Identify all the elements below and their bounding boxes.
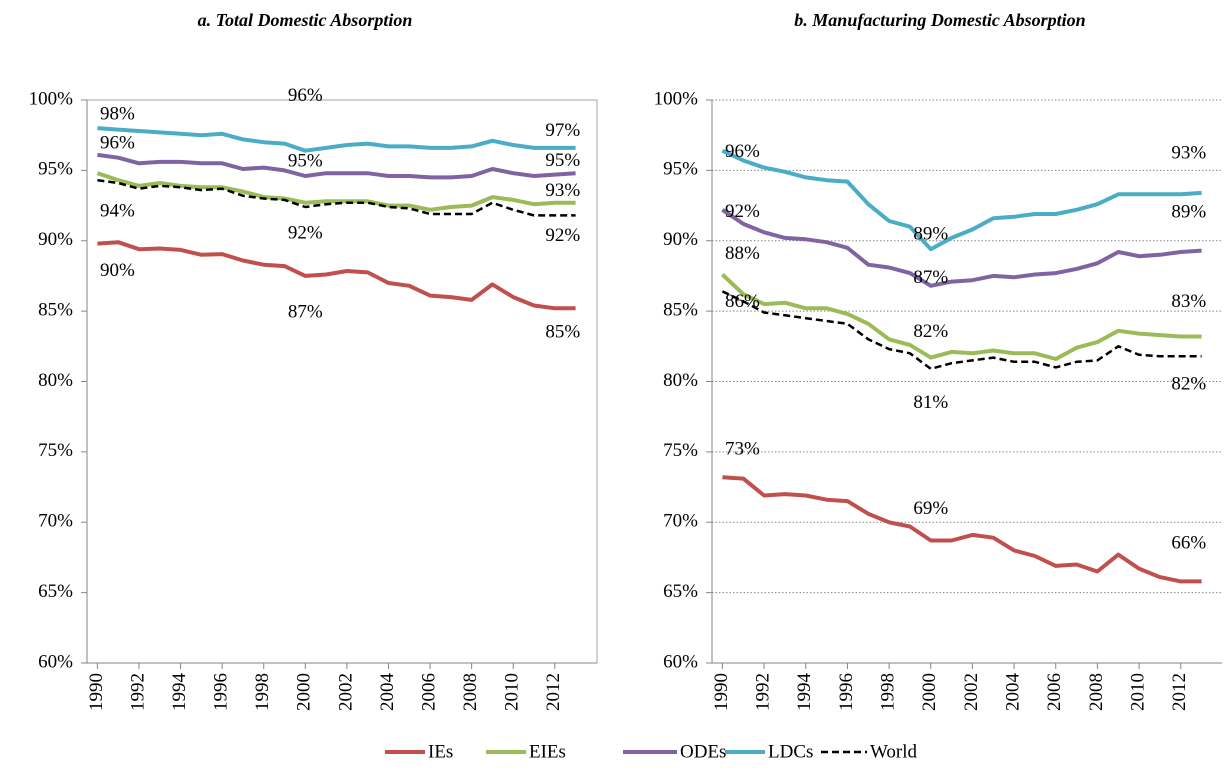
y-tick-label: 75%	[38, 440, 73, 461]
legend-label: IEs	[428, 741, 453, 762]
y-tick-label: 70%	[663, 511, 698, 532]
data-label: 87%	[913, 267, 948, 288]
chart-title: b. Manufacturing Domestic Absorption	[794, 10, 1085, 30]
data-label: 97%	[545, 120, 580, 141]
data-label: 95%	[288, 150, 323, 171]
series-line	[96, 171, 576, 212]
y-tick-label: 90%	[663, 229, 698, 250]
x-tick-label: 2012	[543, 673, 564, 711]
x-tick-label: 1990	[86, 673, 107, 711]
data-label: 86%	[725, 291, 760, 312]
x-tick-label: 2012	[1169, 673, 1190, 711]
x-tick-label: 2000	[919, 673, 940, 711]
x-tick-label: 1996	[836, 673, 857, 711]
series-line	[97, 126, 576, 153]
data-label: 82%	[913, 321, 948, 342]
data-label: 89%	[1171, 201, 1206, 222]
y-tick-label: 85%	[38, 299, 73, 320]
x-tick-label: 2004	[1002, 672, 1023, 711]
y-tick-label: 65%	[663, 581, 698, 602]
data-label: 92%	[288, 222, 323, 243]
series-line	[721, 208, 1202, 288]
y-tick-label: 75%	[663, 440, 698, 461]
x-tick-label: 1998	[252, 673, 273, 711]
series-line	[97, 178, 576, 217]
x-tick-label: 2004	[377, 673, 398, 712]
y-tick-label: 90%	[38, 229, 73, 250]
data-label: 93%	[1171, 143, 1206, 164]
data-label: 96%	[288, 85, 323, 106]
x-tick-label: 2002	[335, 673, 356, 711]
chart-title: a. Total Domestic Absorption	[198, 10, 413, 30]
data-label: 94%	[100, 201, 135, 222]
y-tick-label: 70%	[38, 511, 73, 532]
x-tick-label: 2010	[1127, 673, 1148, 711]
y-tick-label: 95%	[38, 159, 73, 180]
data-label: 89%	[913, 224, 948, 245]
y-tick-label: 95%	[663, 159, 698, 180]
legend-label: LDCs	[768, 741, 813, 762]
x-tick-label: 2006	[418, 673, 439, 711]
data-label: 83%	[1171, 291, 1206, 312]
y-tick-label: 100%	[29, 88, 74, 109]
data-label: 85%	[545, 322, 580, 343]
data-label: 90%	[100, 260, 135, 281]
x-tick-label: 2000	[294, 673, 315, 711]
x-tick-label: 1990	[711, 673, 732, 711]
x-tick-label: 2010	[502, 673, 523, 711]
data-label: 93%	[545, 180, 580, 201]
x-tick-label: 1994	[794, 673, 815, 712]
data-label: 73%	[725, 439, 760, 460]
x-tick-label: 2008	[460, 673, 481, 711]
data-label: 92%	[545, 225, 580, 246]
y-tick-label: 80%	[38, 370, 73, 391]
data-label: 66%	[1171, 533, 1206, 554]
data-label: 81%	[913, 392, 948, 413]
series-line	[721, 290, 1202, 371]
y-tick-label: 85%	[663, 299, 698, 320]
y-tick-label: 100%	[654, 88, 699, 109]
y-tick-label: 60%	[663, 651, 698, 672]
x-tick-label: 2008	[1086, 673, 1107, 711]
x-tick-label: 1992	[752, 673, 773, 711]
data-label: 69%	[913, 498, 948, 519]
legend-label: EIEs	[529, 741, 566, 762]
series-line	[721, 273, 1202, 361]
legend-label: World	[870, 741, 918, 762]
x-tick-label: 1994	[169, 673, 190, 712]
data-label: 92%	[725, 201, 760, 222]
x-tick-label: 1996	[211, 673, 232, 711]
series-line	[721, 148, 1202, 252]
data-label: 96%	[725, 141, 760, 162]
data-label: 95%	[545, 150, 580, 171]
data-label: 88%	[725, 243, 760, 264]
y-tick-label: 80%	[663, 370, 698, 391]
x-tick-label: 2006	[1044, 673, 1065, 711]
y-tick-label: 65%	[38, 581, 73, 602]
data-label: 82%	[1171, 374, 1206, 395]
data-label: 96%	[100, 132, 135, 153]
data-label: 87%	[288, 301, 323, 322]
series-line	[97, 152, 576, 180]
x-tick-label: 1992	[127, 673, 148, 711]
x-tick-label: 2002	[961, 673, 982, 711]
series-line	[722, 475, 1202, 584]
legend-label: ODEs	[680, 741, 726, 762]
series-line	[97, 240, 576, 311]
x-tick-label: 1998	[877, 673, 898, 711]
y-tick-label: 60%	[38, 651, 73, 672]
data-label: 98%	[100, 104, 135, 125]
